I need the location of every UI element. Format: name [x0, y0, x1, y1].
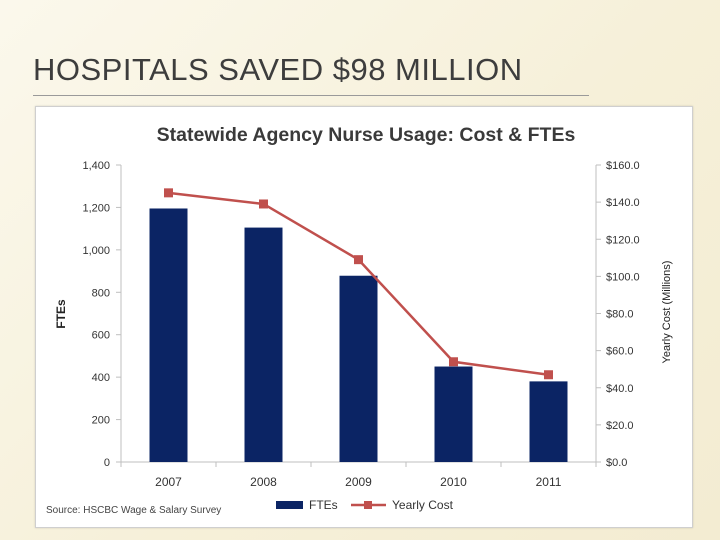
y-right-tick-label: $80.0	[606, 309, 634, 321]
point-yearly-cost	[164, 188, 173, 198]
y-right-tick-label: $100.0	[606, 271, 640, 283]
point-yearly-cost	[354, 255, 363, 265]
slide-title: HOSPITALS SAVED $98 MILLION	[33, 52, 523, 87]
point-yearly-cost	[449, 357, 458, 367]
y-left-tick-label: 1,200	[82, 202, 110, 214]
point-yearly-cost	[544, 370, 553, 380]
source-note: Source: HSCBC Wage & Salary Survey	[46, 505, 221, 516]
bar-ftes	[339, 275, 378, 462]
y-right-tick-label: $40.0	[606, 383, 634, 395]
bar-ftes	[529, 381, 568, 462]
chart: Statewide Agency Nurse Usage: Cost & FTE…	[46, 124, 673, 516]
x-tick-label: 2010	[440, 475, 467, 489]
y-right-tick-label: $60.0	[606, 346, 634, 358]
x-tick-label: 2011	[536, 475, 562, 489]
y-axis-right-label: Yearly Cost (Millions)	[661, 261, 673, 364]
y-left-tick-label: 400	[92, 372, 110, 384]
bar-ftes	[149, 208, 188, 462]
x-tick-label: 2008	[250, 475, 277, 489]
x-tick-label: 2007	[155, 475, 182, 489]
title-divider	[33, 95, 589, 96]
y-left-tick-label: 600	[92, 330, 110, 342]
chart-title: Statewide Agency Nurse Usage: Cost & FTE…	[157, 124, 576, 146]
legend-label-yearly-cost: Yearly Cost	[392, 498, 454, 512]
y-axis-left-label: FTEs	[54, 299, 68, 329]
y-right-tick-label: $160.0	[606, 160, 640, 172]
legend-label-ftes: FTEs	[309, 498, 338, 512]
y-right-tick-label: $140.0	[606, 197, 640, 209]
y-right-tick-label: $0.0	[606, 457, 627, 469]
y-left-tick-label: 1,400	[82, 160, 110, 172]
plot-area: 0 200 400 600 800 1,000 1,200 1,400 $0.0 $20.0 $40…	[82, 160, 639, 512]
bar-ftes	[244, 227, 283, 462]
y-left-tick-label: 1,000	[82, 245, 110, 257]
x-tick-label: 2009	[345, 475, 372, 489]
bar-ftes	[434, 366, 473, 462]
y-left-tick-label: 0	[104, 457, 110, 469]
y-right-tick-label: $120.0	[606, 234, 640, 246]
chart-frame: Statewide Agency Nurse Usage: Cost & FTE…	[35, 106, 693, 528]
point-yearly-cost	[259, 199, 268, 209]
y-left-tick-label: 800	[92, 287, 110, 299]
legend-swatch-ftes	[276, 501, 303, 509]
y-left-tick-label: 200	[92, 415, 110, 427]
y-right-tick-label: $20.0	[606, 420, 634, 432]
legend-marker-yearly-cost	[364, 501, 372, 509]
